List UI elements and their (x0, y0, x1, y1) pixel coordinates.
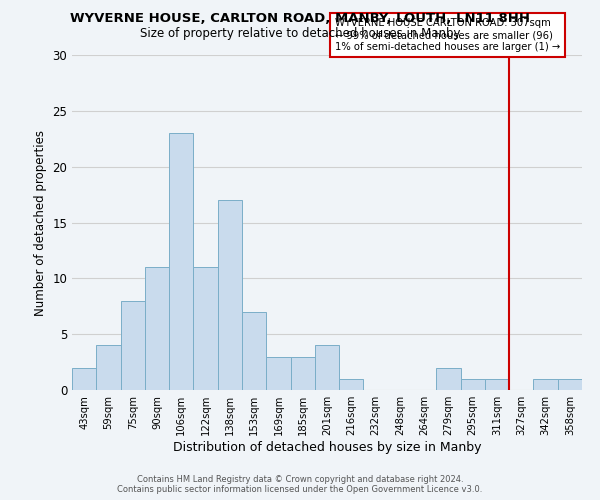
Bar (169, 133, 193, 390)
Bar (121, 300, 145, 390)
Bar (436, 368, 461, 390)
Text: WYVERNE HOUSE CARLTON ROAD: 307sqm
← 99% of detached houses are smaller (96)
1% : WYVERNE HOUSE CARLTON ROAD: 307sqm ← 99%… (335, 18, 560, 52)
Y-axis label: Number of detached properties: Number of detached properties (34, 130, 47, 316)
Bar (72, 368, 96, 390)
Text: WYVERNE HOUSE, CARLTON ROAD, MANBY, LOUTH, LN11 8HH: WYVERNE HOUSE, CARLTON ROAD, MANBY, LOUT… (70, 12, 530, 26)
Text: Contains public sector information licensed under the Open Government Licence v3: Contains public sector information licen… (118, 485, 482, 494)
Text: Size of property relative to detached houses in Manby: Size of property relative to detached ho… (140, 28, 460, 40)
Bar (558, 379, 582, 390)
Bar (290, 356, 315, 390)
Bar (96, 346, 121, 390)
Bar (266, 356, 290, 390)
Bar (533, 379, 558, 390)
Bar (145, 267, 169, 390)
X-axis label: Distribution of detached houses by size in Manby: Distribution of detached houses by size … (173, 441, 481, 454)
Bar (485, 379, 509, 390)
Bar (461, 379, 485, 390)
Text: Contains HM Land Registry data © Crown copyright and database right 2024.: Contains HM Land Registry data © Crown c… (137, 475, 463, 484)
Bar (339, 379, 364, 390)
Bar (242, 312, 266, 390)
Bar (315, 346, 339, 390)
Bar (193, 267, 218, 390)
Bar (218, 200, 242, 390)
